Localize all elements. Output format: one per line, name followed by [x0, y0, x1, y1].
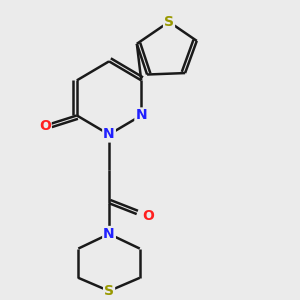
- Text: O: O: [142, 209, 154, 224]
- Text: N: N: [103, 128, 115, 142]
- Text: N: N: [103, 227, 115, 241]
- Text: S: S: [164, 15, 174, 29]
- Text: S: S: [104, 284, 114, 298]
- Text: N: N: [135, 109, 147, 122]
- Text: O: O: [39, 119, 51, 133]
